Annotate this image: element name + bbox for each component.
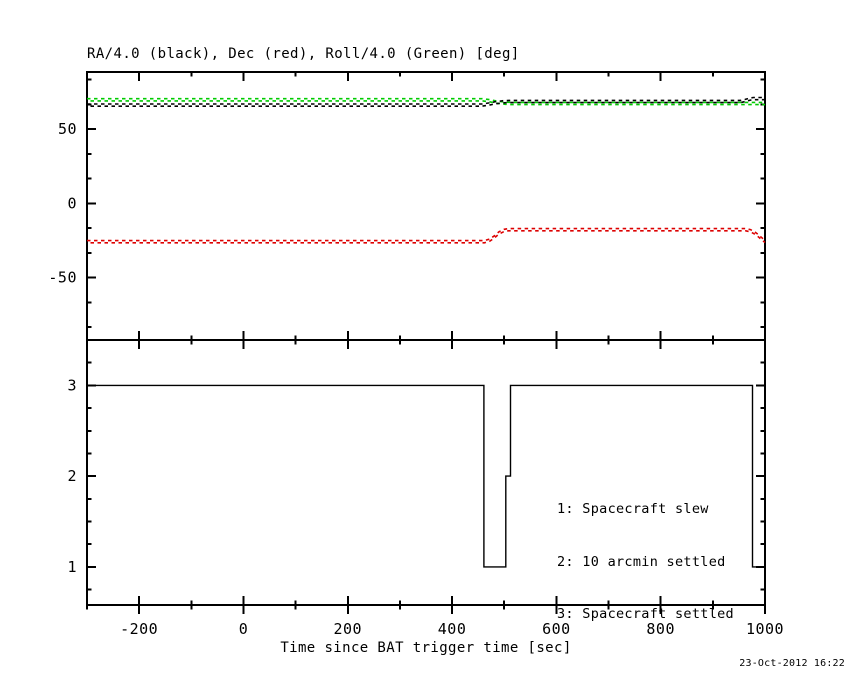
y-tick-label: 50 xyxy=(58,120,77,138)
panel-frame xyxy=(86,71,766,341)
y-tick-label: 1 xyxy=(67,558,77,576)
legend-item-spacecraft-settled: 3: Spacecraft settled xyxy=(557,606,734,622)
legend-item-slew: 1: Spacecraft slew xyxy=(557,501,709,517)
y-tick-label: 2 xyxy=(67,467,77,485)
x-tick-label: 200 xyxy=(333,620,362,638)
x-tick-label: -200 xyxy=(120,620,158,638)
y-tick-label: -50 xyxy=(48,269,77,287)
status-legend: 1: Spacecraft slew 2: 10 arcmin settled … xyxy=(557,466,734,659)
panel-2: 1 2 3 -200 0 200 400 600 800 1000 xyxy=(67,339,784,638)
series-Roll/4.0 xyxy=(87,97,765,104)
series-RA/4.0 xyxy=(87,98,765,107)
creation-timestamp: 23-Oct-2012 16:22 xyxy=(739,658,845,669)
x-tick-label: 800 xyxy=(646,620,675,638)
x-axis-label: Time since BAT trigger time [sec] xyxy=(280,640,572,656)
y-tick-label: 0 xyxy=(67,194,77,212)
panel-1: -50 0 50 xyxy=(48,71,766,341)
panel-frame xyxy=(86,339,766,606)
x-tick-label: 600 xyxy=(542,620,571,638)
y-tick-label: 3 xyxy=(67,376,77,394)
plot-title: RA/4.0 (black), Dec (red), Roll/4.0 (Gre… xyxy=(87,46,520,62)
x-tick-label: 1000 xyxy=(746,620,784,638)
x-tick-label: 0 xyxy=(239,620,249,638)
series-settling-status xyxy=(87,384,765,568)
legend-item-10arcmin-settled: 2: 10 arcmin settled xyxy=(557,553,726,570)
x-tick-label: 400 xyxy=(438,620,467,638)
series-RA/4.0 xyxy=(87,96,765,105)
series-Dec xyxy=(87,230,766,244)
